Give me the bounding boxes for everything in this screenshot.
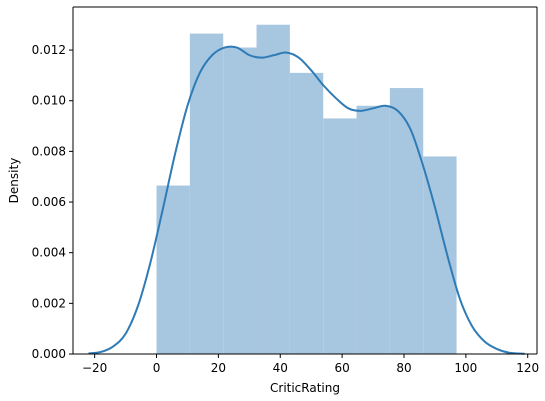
- y-tick-label: 0.004: [32, 246, 66, 260]
- y-tick-label: 0.012: [32, 43, 66, 57]
- histogram-bar: [357, 106, 390, 354]
- x-axis-label: CriticRating: [270, 381, 340, 395]
- histogram-bars: [157, 25, 457, 354]
- histogram-bar: [323, 118, 356, 354]
- x-tick-label: 60: [334, 361, 349, 375]
- y-tick-label: 0.006: [32, 195, 66, 209]
- x-tick-label: 120: [516, 361, 539, 375]
- x-tick-label: 0: [153, 361, 161, 375]
- histogram-bar: [290, 73, 323, 354]
- y-tick-label: 0.000: [32, 347, 66, 361]
- x-tick-label: −20: [82, 361, 107, 375]
- x-tick-label: 40: [273, 361, 288, 375]
- x-tick-label: 20: [211, 361, 226, 375]
- x-tick-label: 100: [454, 361, 477, 375]
- histogram-bar: [223, 48, 256, 354]
- y-axis-label: Density: [7, 158, 21, 204]
- histogram-bar: [257, 25, 290, 354]
- y-tick-label: 0.008: [32, 144, 66, 158]
- histogram-bar: [390, 88, 423, 354]
- y-tick-label: 0.002: [32, 296, 66, 310]
- x-tick-label: 80: [396, 361, 411, 375]
- y-tick-label: 0.010: [32, 94, 66, 108]
